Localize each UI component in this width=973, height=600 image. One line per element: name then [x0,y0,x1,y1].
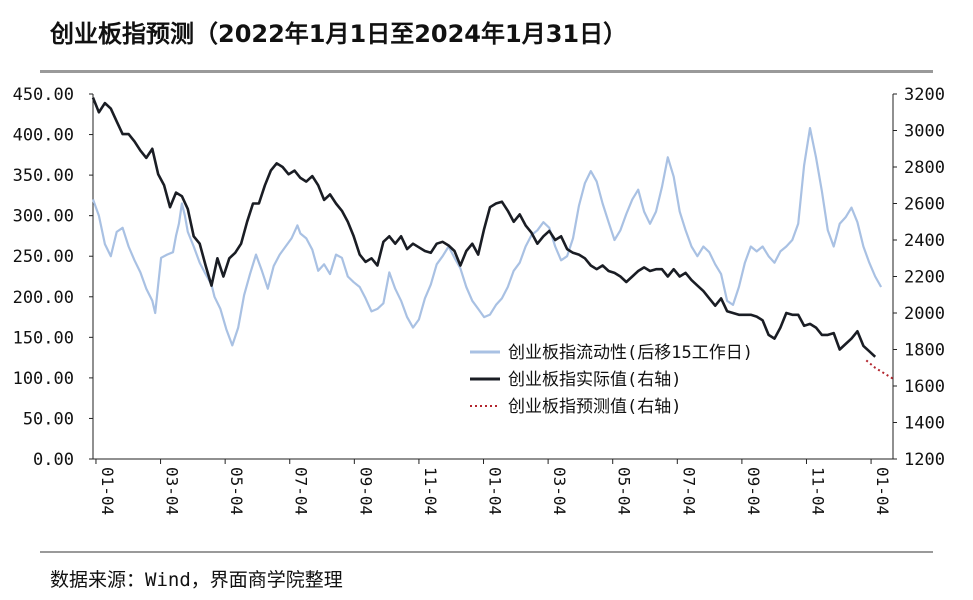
right-tick-label: 3000 [904,122,945,142]
right-tick-label: 2800 [904,158,945,178]
source-divider [40,551,933,553]
left-tick-label: 50.00 [23,409,74,429]
legend: 创业板指流动性(后移15工作日) 创业板指实际值(右轴) 创业板指预测值(右轴) [470,343,753,417]
x-tick-label: 07-04 [292,467,311,515]
left-tick-label: 450.00 [13,85,74,105]
legend-label-2: 创业板指实际值(右轴) [508,370,681,390]
right-tick-label: 2400 [904,231,945,251]
x-tick-label: 11-04 [808,467,827,515]
left-tick-label: 200.00 [13,288,74,308]
right-tick-label: 2600 [904,195,945,215]
series-line-3 [865,359,894,380]
legend-label-1: 创业板指流动性(后移15工作日) [508,343,753,363]
left-axis: 0.00 50.00 100.00 150.00 200.00 250.00 300.00 3… [13,85,93,470]
right-tick-label: 1600 [904,377,945,397]
left-tick-label: 0.00 [33,450,74,470]
left-tick-label: 350.00 [13,166,74,186]
x-tick-label: 05-04 [615,467,634,515]
left-tick-label: 300.00 [13,207,74,227]
x-tick-label: 09-04 [356,467,375,515]
source-note: 数据来源：Wind，界面商学院整理 [50,569,343,591]
right-tick-label: 3200 [904,85,945,105]
left-tick-label: 150.00 [13,328,74,348]
title-divider [40,70,933,73]
x-tick-label: 09-04 [744,467,763,515]
right-axis: 1200 1400 1600 1800 2000 2200 2400 2600 2800 3000… [893,85,945,470]
x-tick-label: 01-04 [98,467,117,515]
legend-label-3: 创业板指预测值(右轴) [508,397,681,417]
left-tick-label: 100.00 [13,369,74,389]
right-tick-label: 1800 [904,341,945,361]
right-tick-label: 1400 [904,414,945,434]
x-tick-label: 03-04 [550,467,569,515]
right-tick-label: 2000 [904,304,945,324]
x-tick-label: 11-04 [421,467,440,515]
left-tick-label: 400.00 [13,126,74,146]
chart-title: 创业板指预测（2022年1月1日至2024年1月31日） [50,20,628,48]
x-tick-label: 03-04 [163,467,182,515]
x-tick-label: 07-04 [679,467,698,515]
left-tick-label: 250.00 [13,247,74,267]
right-tick-label: 1200 [904,450,945,470]
series-layer [91,97,894,380]
x-axis: 01-04 03-04 05-04 07-04 09-04 11-04 01-04 03-04… [95,459,892,515]
series-line-2 [91,97,877,358]
right-tick-label: 2200 [904,268,945,288]
x-tick-label: 05-04 [227,467,246,515]
series-line-1 [91,127,883,347]
x-tick-label: 01-04 [873,467,892,515]
x-tick-label: 01-04 [486,467,505,515]
